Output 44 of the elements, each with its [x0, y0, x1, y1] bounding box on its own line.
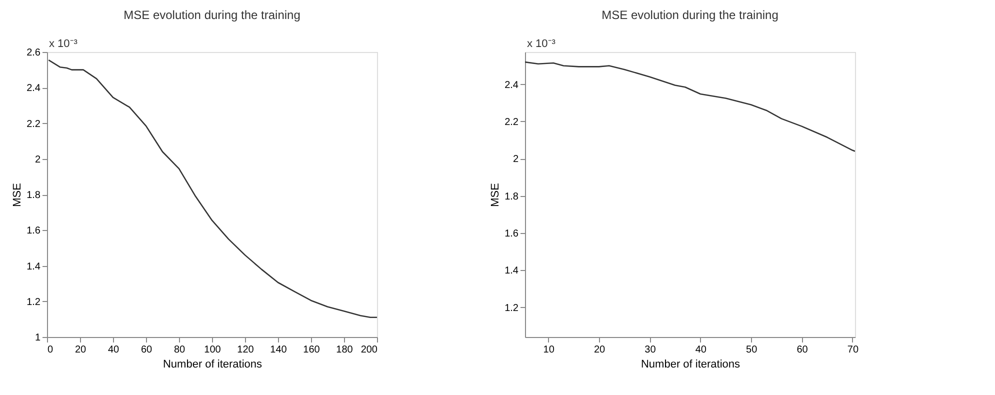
y-tick-label: 2 — [512, 154, 519, 166]
x-tick-label: 20 — [74, 344, 86, 356]
x-tick-label: 30 — [644, 344, 656, 356]
y-axis-title: MSE — [12, 183, 24, 207]
y-tick-label: 2 — [34, 154, 41, 166]
x-tick-label: 10 — [543, 344, 555, 356]
y-tick-label: 1.6 — [26, 226, 41, 237]
text: x 10⁻³ — [527, 38, 556, 50]
chart-title: MSE evolution during the training — [124, 8, 300, 22]
x-tick-label: 50 — [746, 344, 758, 356]
x-tick-label: 120 — [237, 344, 254, 356]
y-tick-label: 2.6 — [26, 48, 41, 58]
y-tick-label: 1.2 — [26, 296, 41, 308]
x-tick-label: 40 — [108, 344, 120, 356]
y-tick-label: 1.6 — [504, 228, 519, 240]
y-tick-label: 1.4 — [26, 261, 41, 272]
y-tick-label: 2.4 — [26, 83, 41, 94]
x-tick-label: 70 — [847, 344, 859, 356]
y-tick-label: 1.4 — [504, 266, 519, 277]
y-tick-label: 1.2 — [504, 302, 519, 314]
chart-title: MSE evolution during the training — [602, 8, 778, 22]
x-tick-label: 0 — [48, 344, 54, 356]
y-tick-label: 1.8 — [504, 191, 519, 202]
x-tick-label: 140 — [270, 344, 288, 356]
line-series — [48, 59, 377, 318]
y-tick-label: 1 — [34, 332, 41, 344]
y-tick-label: 1.8 — [26, 190, 41, 201]
y-axis-title: MSE — [490, 183, 502, 207]
x-tick-label: 60 — [796, 344, 808, 356]
x-tick-label: 40 — [695, 344, 707, 356]
y-tick-label: 2.4 — [504, 80, 519, 91]
line-series — [525, 61, 855, 152]
x-tick-label: 200 — [360, 344, 378, 356]
x-tick-label: 180 — [336, 344, 354, 356]
text: x 10⁻³ — [49, 38, 78, 50]
x-tick-label: 80 — [174, 344, 186, 356]
y-tick-label: 2.2 — [26, 118, 41, 130]
y-tick-label: 2.2 — [504, 116, 519, 128]
x-tick-label: 160 — [303, 344, 320, 356]
x-tick-label: 100 — [204, 344, 222, 356]
x-axis-title: Number of iterations — [162, 358, 263, 370]
x-tick-label: 60 — [140, 344, 152, 356]
x-axis-title: Number of iterations — [640, 358, 741, 370]
x-tick-label: 20 — [594, 344, 606, 356]
